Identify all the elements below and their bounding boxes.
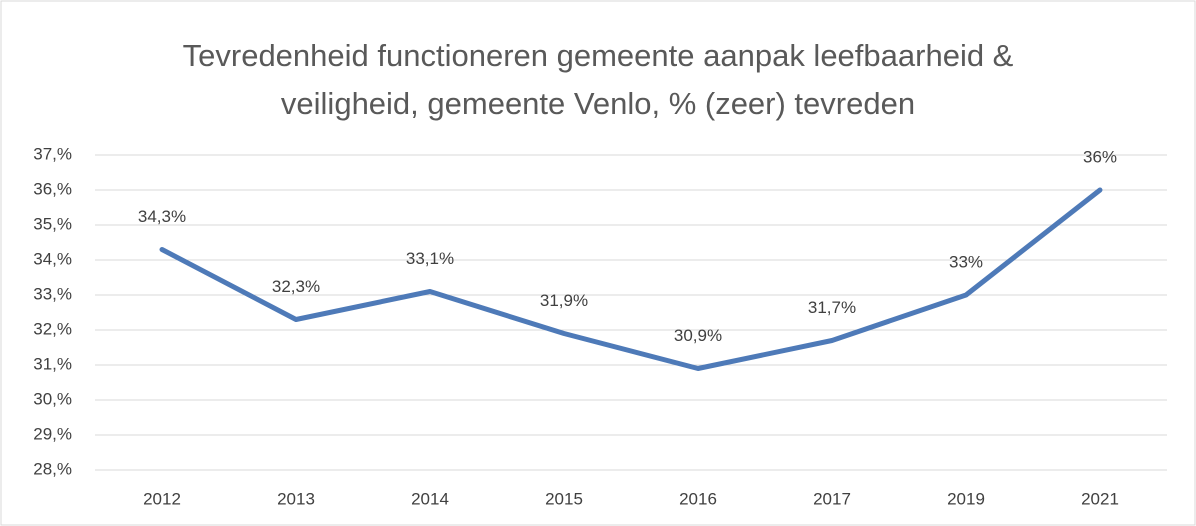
data-label: 32,3% <box>272 277 320 296</box>
y-tick-label: 36,% <box>33 179 72 198</box>
y-tick-label: 30,% <box>33 389 72 408</box>
y-tick-label: 31,% <box>33 354 72 373</box>
x-tick-label: 2015 <box>545 489 583 508</box>
x-tick-label: 2012 <box>143 489 181 508</box>
y-tick-label: 34,% <box>33 249 72 268</box>
x-tick-label: 2014 <box>411 489 449 508</box>
x-tick-label: 2016 <box>679 489 717 508</box>
data-label: 31,7% <box>808 298 856 317</box>
x-tick-label: 2013 <box>277 489 315 508</box>
data-label: 30,9% <box>674 326 722 345</box>
x-tick-label: 2021 <box>1081 489 1119 508</box>
x-tick-label: 2017 <box>813 489 851 508</box>
chart-title: veiligheid, gemeente Venlo, % (zeer) tev… <box>281 86 915 121</box>
y-tick-label: 37,% <box>33 144 72 163</box>
y-tick-label: 33,% <box>33 284 72 303</box>
y-tick-label: 29,% <box>33 424 72 443</box>
y-tick-label: 35,% <box>33 214 72 233</box>
chart-title: Tevredenheid functioneren gemeente aanpa… <box>183 38 1014 73</box>
data-label: 36% <box>1083 147 1117 166</box>
line <box>159 187 1103 371</box>
data-label: 33% <box>949 252 983 271</box>
y-tick-label: 32,% <box>33 319 72 338</box>
data-label: 34,3% <box>138 207 186 226</box>
data-label: 31,9% <box>540 291 588 310</box>
x-tick-label: 2019 <box>947 489 985 508</box>
data-label: 33,1% <box>406 249 454 268</box>
y-tick-label: 28,% <box>33 459 72 478</box>
